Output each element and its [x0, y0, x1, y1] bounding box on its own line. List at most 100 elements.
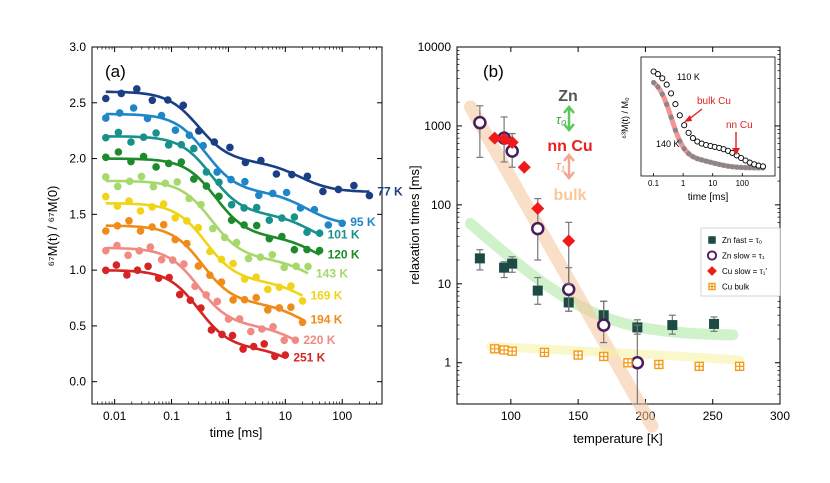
inset-point-140k: [725, 163, 731, 169]
data-point: [195, 127, 203, 135]
marker-circle: [531, 221, 545, 236]
data-point: [185, 194, 193, 203]
data-point: [175, 290, 184, 299]
data-point: [168, 256, 177, 264]
data-point: [125, 217, 133, 225]
data-point: [215, 192, 223, 201]
data-point: [127, 157, 135, 166]
data-point: [249, 342, 258, 351]
data-point: [315, 229, 324, 237]
inset-point-110k: [759, 163, 767, 170]
data-point: [280, 263, 289, 272]
inset-label-nn-cu: nn Cu: [726, 120, 753, 131]
legend-label: Cu slow = τ₁′: [722, 267, 767, 276]
data-point: [152, 163, 160, 171]
inset-point-140k: [651, 79, 657, 86]
data-point: [199, 141, 207, 150]
marker-square: [667, 320, 678, 331]
data-point: [228, 331, 237, 340]
data-point: [102, 133, 110, 142]
data-point: [171, 235, 179, 244]
marker-diamond: [488, 131, 502, 145]
inset-point-140k: [703, 158, 709, 164]
marker-square: [708, 236, 716, 244]
x-tick-label: 250: [703, 409, 723, 423]
marker-diamond: [531, 201, 545, 215]
data-point: [125, 197, 133, 205]
data-point: [190, 144, 198, 153]
y-tick-label: 1: [444, 356, 451, 370]
data-point: [269, 323, 277, 331]
data-point: [278, 214, 286, 222]
marker-crossed-square-cross: [500, 345, 509, 354]
x-tick-label: 150: [568, 409, 588, 423]
inset-point-110k: [681, 122, 688, 129]
data-point: [113, 241, 121, 250]
data-point: [252, 221, 261, 230]
panel-b-frame: [456, 46, 781, 405]
marker-crossed-square: [499, 345, 509, 355]
y-tick-label: 1.5: [69, 207, 86, 221]
inset-point-140k: [690, 154, 696, 160]
inset-point-110k: [676, 112, 683, 119]
data-point: [291, 336, 300, 345]
x-tick-label: 100: [501, 409, 521, 423]
data-point: [177, 158, 186, 166]
marker-crossed-square: [694, 361, 704, 372]
data-point: [113, 222, 122, 230]
series-label: 220 K: [303, 333, 335, 347]
data-point: [365, 191, 374, 200]
inset-point-140k: [742, 165, 749, 171]
data-point: [240, 295, 249, 304]
data-point: [213, 168, 221, 176]
legend: Zn fast = τ₀ Zn slow = τ₁ Cu slow = τ₁′ Cu …: [700, 227, 781, 297]
y-tick-label: 2.5: [69, 96, 86, 110]
y-tick-label: 2.0: [69, 152, 86, 166]
data-point: [171, 214, 179, 222]
data-point: [102, 114, 110, 122]
data-point: [143, 114, 152, 123]
inset-point-110k: [659, 75, 666, 82]
data-point: [183, 239, 191, 248]
inset-point-140k: [712, 160, 718, 166]
data-point: [268, 189, 277, 198]
data-point: [185, 131, 194, 139]
inset-point-140k: [721, 162, 727, 168]
fit-curve-143k: [105, 179, 309, 275]
data-point: [217, 278, 226, 286]
panel-a: (a) time [ms] ⁶⁷M(t) / ⁶⁷M(0) 0.01 0.1 1 10…: [45, 40, 403, 440]
data-point: [287, 282, 295, 290]
marker-crossed-square: [539, 347, 550, 358]
inset-x-tick-label: 1: [681, 179, 686, 188]
y-tick-label: 100: [431, 198, 451, 212]
data-point: [281, 351, 290, 359]
data-point: [202, 182, 211, 190]
data-point: [296, 204, 305, 212]
data-point: [133, 85, 141, 93]
fit-curve-169k: [105, 202, 304, 297]
data-point: [227, 216, 236, 224]
inset-point-110k: [738, 154, 745, 162]
data-point: [159, 220, 168, 229]
data-point: [157, 111, 166, 120]
data-point: [275, 283, 284, 292]
panel-b-ylabel: relaxation times [ms]: [407, 165, 422, 284]
marker-circle: [473, 115, 487, 130]
data-point: [232, 238, 241, 247]
data-point: [252, 203, 261, 212]
inset-ylabel: ⁶³M(t) / M₀: [620, 97, 630, 139]
series-label: 95 K: [350, 215, 376, 229]
data-point: [179, 101, 188, 110]
data-point: [148, 223, 156, 231]
marker-crossed-square-cross: [540, 348, 549, 357]
fit-curve-77k: [105, 90, 370, 193]
x-tick-label: 300: [770, 409, 790, 423]
data-point: [292, 262, 300, 271]
data-point: [282, 188, 291, 197]
data-point: [136, 207, 145, 215]
marker-crossed-square-cross: [709, 283, 715, 290]
data-point: [186, 296, 195, 305]
data-point: [298, 297, 307, 305]
marker-square: [709, 318, 720, 329]
data-point: [319, 187, 327, 196]
